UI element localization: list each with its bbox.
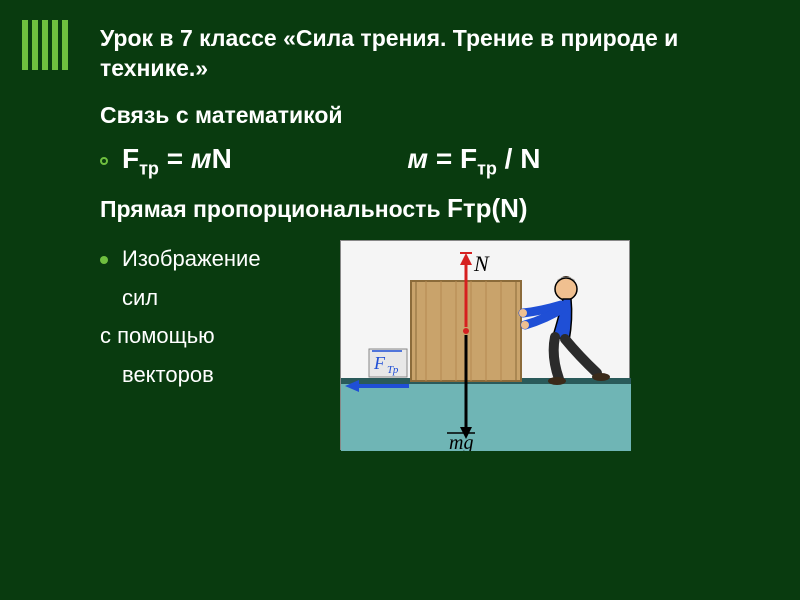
line-help: с помощью xyxy=(100,317,215,356)
formula-row: Fтр = мN м = Fтр / N xyxy=(100,143,750,180)
friction-diagram: N mg F Тр xyxy=(340,240,630,450)
decorative-bars xyxy=(22,20,68,70)
bar xyxy=(42,20,48,70)
text-line: векторов xyxy=(100,356,320,395)
line-image: Изображение xyxy=(122,240,261,279)
lower-section: Изображение сил с помощью векторов xyxy=(100,240,750,450)
formula-text: Fтр = мN м = Fтр / N xyxy=(122,143,540,180)
proportionality-line: Прямая пропорциональность Fтр(N) xyxy=(100,193,750,224)
slide-subtitle: Связь с математикой xyxy=(100,102,750,129)
line-vectors: векторов xyxy=(122,356,214,395)
proportionality-fn: Fтр(N) xyxy=(447,193,528,223)
formula-1: Fтр = мN xyxy=(122,143,232,174)
label-mg: mg xyxy=(449,432,473,451)
text-line: с помощью xyxy=(100,317,320,356)
bullet-icon xyxy=(100,256,108,264)
slide-content: Урок в 7 классе «Сила трения. Трение в п… xyxy=(100,24,750,450)
svg-text:Тр: Тр xyxy=(387,364,399,376)
diagram-svg: N mg F Тр xyxy=(341,241,631,451)
line-forces: сил xyxy=(122,279,158,318)
bar xyxy=(32,20,38,70)
bullet-icon xyxy=(100,157,108,165)
bar xyxy=(22,20,28,70)
svg-text:F: F xyxy=(373,353,386,373)
bar xyxy=(62,20,68,70)
text-line: сил xyxy=(100,279,320,318)
proportionality-text: Прямая пропорциональность xyxy=(100,196,447,222)
formula-2: м = Fтр / N xyxy=(407,143,540,174)
bar xyxy=(52,20,58,70)
slide-title: Урок в 7 классе «Сила трения. Трение в п… xyxy=(100,24,750,84)
label-N: N xyxy=(473,251,490,276)
text-line: Изображение xyxy=(100,240,320,279)
text-column: Изображение сил с помощью векторов xyxy=(100,240,320,394)
